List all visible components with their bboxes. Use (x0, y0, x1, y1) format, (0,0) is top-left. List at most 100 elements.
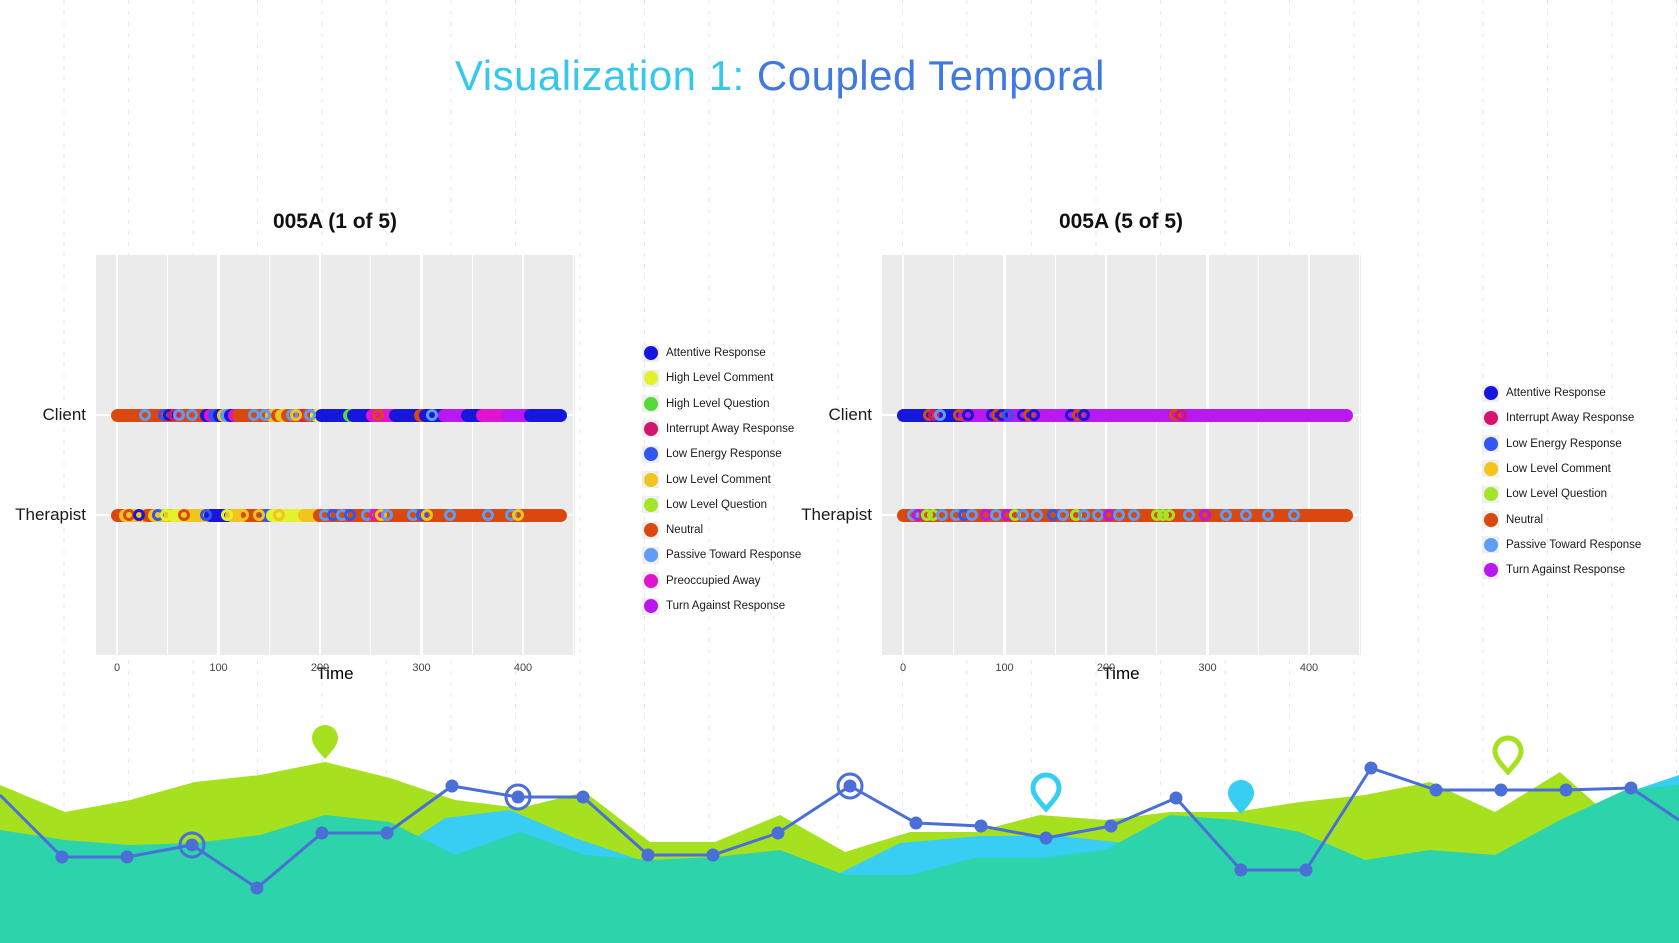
legend-key (642, 546, 659, 564)
minor-gridline (1156, 255, 1158, 655)
legend-item: Low Level Question (1482, 483, 1607, 505)
legend-dot-LE (1483, 436, 1498, 451)
major-gridline (318, 255, 322, 655)
row-label-therapist: Therapist (15, 505, 86, 524)
legend-key (642, 369, 659, 387)
legend-dot-NE (643, 523, 658, 538)
minor-gridline (1359, 255, 1361, 655)
legend-item: Low Level Comment (642, 469, 771, 491)
legend-label: Low Energy Response (1506, 437, 1622, 450)
timeline-speck (1077, 509, 1090, 521)
timeline-speck (139, 409, 152, 421)
footer-line-dot (1169, 791, 1183, 805)
major-gridline (1003, 255, 1006, 655)
timeline-speck (1287, 509, 1300, 521)
timeline-speck (289, 409, 302, 421)
timeline-speck (236, 509, 249, 521)
legend-item: Preoccupied Away (642, 570, 760, 592)
timeline-speck (1175, 409, 1188, 421)
footer-line-dot (511, 790, 525, 804)
timeline-speck (1219, 509, 1232, 521)
footer-line-dot (576, 790, 590, 804)
timeline-speck (935, 509, 948, 521)
legend-key (1482, 460, 1499, 478)
major-gridline (420, 255, 423, 655)
timeline-speck (248, 409, 261, 421)
legend-key (642, 344, 659, 362)
x-tick-label: 200 (1096, 662, 1116, 674)
minor-gridline (370, 255, 372, 655)
footer-line-dot (771, 826, 785, 840)
legend-label: Passive Toward Response (666, 549, 802, 562)
legend-key (642, 496, 659, 514)
row-label-therapist: Therapist (801, 505, 872, 524)
timeline-speck (1091, 509, 1104, 521)
chart-1-plot-area (96, 255, 575, 655)
legend-item: Passive Toward Response (1482, 534, 1641, 556)
x-tick-label: 300 (1198, 662, 1217, 674)
footer-pin-green-filled (312, 725, 338, 759)
legend-item: Low Energy Response (1482, 433, 1622, 455)
timeline-speck (1113, 509, 1126, 521)
legend-dot-IA (643, 421, 658, 436)
legend-item: Low Energy Response (642, 443, 782, 465)
legend-item: Attentive Response (1482, 382, 1606, 404)
legend-item: Low Level Comment (1482, 458, 1611, 480)
footer-line-dot (641, 848, 655, 862)
legend-key (1482, 384, 1499, 402)
legend-key (642, 395, 659, 413)
legend-dot-PT (1483, 537, 1498, 552)
x-tick-label: 0 (113, 662, 121, 674)
footer-line-dot (120, 850, 134, 864)
footer-line-dot (250, 881, 264, 895)
legend-dot-HQ (643, 396, 658, 411)
footer-line-dot-ring (836, 772, 864, 800)
legend-label: Turn Against Response (666, 600, 786, 612)
footer-line-dot (1364, 761, 1378, 775)
footer-line-dot (909, 816, 923, 830)
legend-label: Neutral (1506, 513, 1544, 526)
legend-dot-LC (643, 472, 658, 487)
footer-line-dot-ring (504, 783, 532, 811)
minor-gridline (1257, 255, 1259, 655)
footer-pin-cyan-filled (1228, 780, 1254, 814)
legend-item: Passive Toward Response (642, 544, 801, 566)
legend-dot-LE (643, 447, 658, 462)
timeline-speck (1199, 509, 1212, 521)
timeline-speck (443, 509, 456, 521)
minor-gridline (167, 255, 169, 655)
legend-dot-HC (643, 371, 658, 386)
legend-dot-LC (1483, 461, 1498, 476)
timeline-speck (380, 509, 393, 521)
x-tick-label: 400 (1299, 662, 1319, 674)
row-label-client: Client (828, 405, 872, 424)
timeline-speck (511, 509, 524, 521)
page-title: Visualization 1: Coupled Temporal (455, 52, 1105, 100)
timeline-speck (1027, 409, 1040, 421)
legend-label: Attentive Response (1506, 387, 1606, 399)
timeline-speck (1016, 509, 1029, 521)
legend-key (642, 597, 659, 615)
timeline-speck (1077, 409, 1090, 421)
footer-line-dot (1299, 863, 1313, 877)
timeline-speck (344, 509, 357, 521)
legend-label: Turn Against Response (1506, 564, 1626, 577)
footer-line-dot (1104, 819, 1118, 833)
minor-gridline (268, 255, 270, 655)
footer-line-dot (843, 779, 857, 793)
footer-line-dot (1039, 831, 1053, 845)
timeline-speck (482, 509, 495, 521)
chart-2-x-axis-title: Time (1102, 664, 1140, 683)
legend-key (642, 445, 659, 463)
footer-line-dot (706, 848, 720, 862)
footer-line-dot (315, 826, 329, 840)
timeline-speck (253, 509, 266, 521)
timeline-speck (420, 509, 433, 521)
legend-dot-TA (1483, 563, 1498, 578)
timeline-speck (1001, 409, 1014, 421)
legend-key (1482, 536, 1499, 554)
legend-key (642, 572, 659, 590)
x-tick-label: 400 (513, 662, 533, 674)
legend-dot-AT (1483, 386, 1498, 400)
